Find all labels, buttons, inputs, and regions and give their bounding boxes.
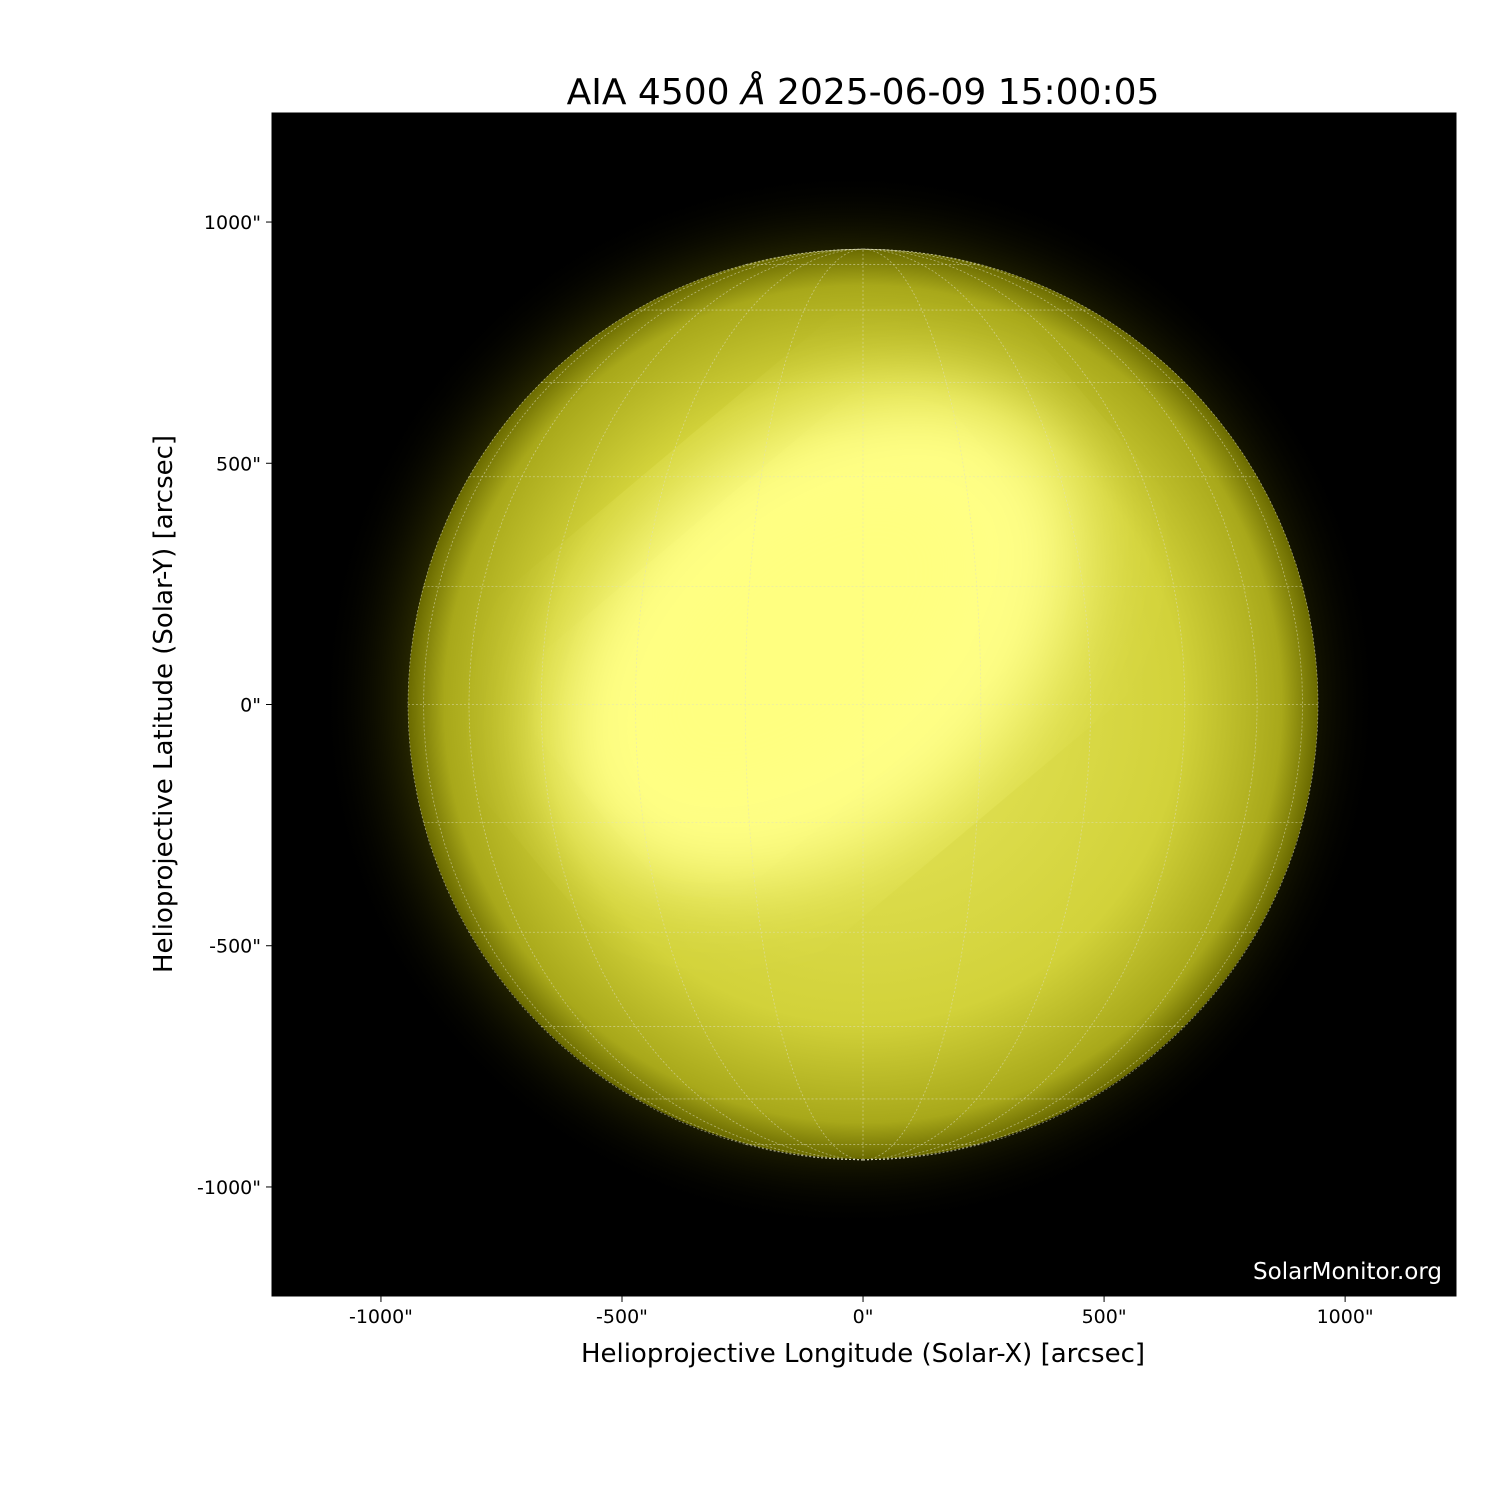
x-tick-label: 1000" (1317, 1306, 1374, 1328)
y-tick-label: 1000" (204, 212, 261, 234)
longitude-line (862, 248, 982, 1161)
y-axis-label: Helioprojective Latitude (Solar-Y) [arcs… (149, 435, 179, 973)
y-tick-label: -1000" (197, 1177, 261, 1199)
x-tick-label: 500" (1082, 1306, 1127, 1328)
coordinate-grid (407, 248, 1319, 1161)
watermark: SolarMonitor.org (1253, 1259, 1442, 1285)
y-tick-label: 500" (216, 453, 261, 475)
x-axis: -1000" -500" 0" 500" 1000" (349, 1296, 1374, 1328)
x-tick-label: 0" (853, 1306, 874, 1328)
y-axis: 1000" 500" 0" -500" -1000" (197, 212, 272, 1199)
bright-region-core (611, 467, 989, 813)
y-tick-label: -500" (209, 936, 261, 958)
x-axis-label: Helioprojective Longitude (Solar-X) [arc… (581, 1339, 1145, 1369)
x-tick-label: -500" (596, 1306, 648, 1328)
chart-title: AIA 4500 Å 2025-06-09 15:00:05 (567, 70, 1160, 113)
x-tick-label: -1000" (349, 1306, 413, 1328)
y-tick-label: 0" (240, 695, 261, 717)
